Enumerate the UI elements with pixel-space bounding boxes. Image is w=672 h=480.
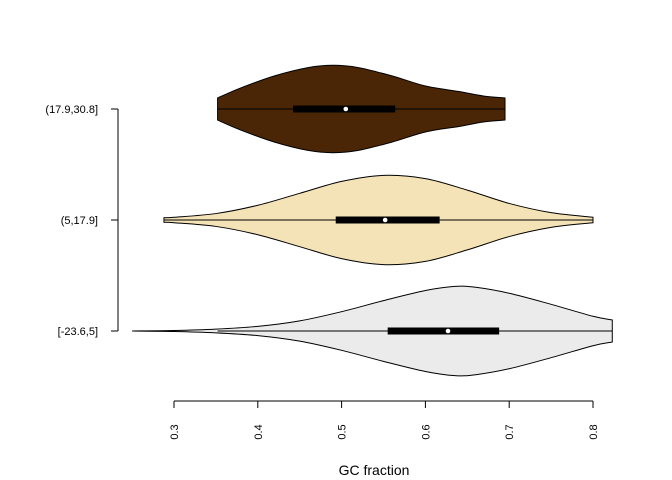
- x-tick-label: 0.7: [504, 424, 516, 439]
- violin-median-point: [445, 328, 451, 334]
- y-tick-label: [-23.6,5]: [58, 326, 98, 338]
- x-tick-label: 0.3: [169, 424, 181, 439]
- x-tick-label: 0.6: [420, 424, 432, 439]
- violin-group-5-17-9: [163, 174, 594, 266]
- y-tick-label: (5,17.9]: [61, 215, 98, 227]
- violin-iqr-box: [387, 327, 500, 335]
- violin-median-point: [343, 106, 349, 112]
- violin-group-23-6-5: [132, 285, 613, 377]
- violin-iqr-box: [335, 216, 440, 224]
- x-tick-label: 0.4: [253, 424, 265, 439]
- x-tick-label: 0.8: [588, 424, 600, 439]
- y-tick-label: (17.9,30.8]: [45, 104, 98, 116]
- violin-median-point: [382, 217, 388, 223]
- violin-group-17-9-30-8: [217, 64, 506, 154]
- violin-layer: [132, 64, 613, 377]
- x-tick-label: 0.5: [337, 424, 349, 439]
- axes-layer: [-23.6,5] (5,17.9] (17.9,30.8] 0.3 0.4 0.5 0.6…: [45, 104, 600, 440]
- x-axis-title: GC fraction: [339, 462, 410, 478]
